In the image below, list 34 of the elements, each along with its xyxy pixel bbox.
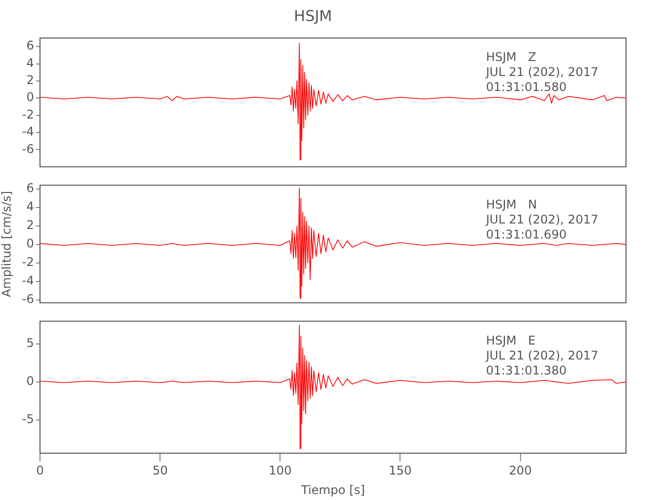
annotation: JUL 21 (202), 2017 <box>485 65 598 80</box>
y-tick-label: -5 <box>22 412 34 426</box>
annotation: 01:31:01.580 <box>486 80 567 94</box>
x-tick-label: 100 <box>268 464 292 478</box>
y-axis-title: Amplitud [cm/s/s] <box>0 190 14 298</box>
y-tick-label: 6 <box>26 181 34 196</box>
y-tick-label: 4 <box>26 200 34 214</box>
y-tick-label: 0 <box>26 236 34 251</box>
y-tick-label: -2 <box>22 107 34 122</box>
x-tick-label: 50 <box>152 464 168 478</box>
annotation: 01:31:01.690 <box>486 227 567 242</box>
y-tick-label: 4 <box>26 56 34 70</box>
annotation: JUL 21 (202), 2017 <box>485 212 598 226</box>
y-tick-label: -6 <box>22 292 34 306</box>
annotation: JUL 21 (202), 2017 <box>485 348 598 362</box>
y-tick-label: 0 <box>26 90 34 104</box>
y-tick-label: -6 <box>22 142 34 156</box>
y-tick-label: -4 <box>22 124 34 139</box>
annotation: 01:31:01.380 <box>486 363 567 378</box>
x-tick-label: 150 <box>388 464 412 478</box>
y-tick-label: 0 <box>26 374 34 388</box>
annotation: HSJM Z <box>486 50 536 64</box>
y-tick-label: 5 <box>26 336 34 350</box>
y-tick-label: 6 <box>26 38 34 53</box>
y-tick-label: -2 <box>22 255 34 270</box>
y-tick-label: 2 <box>26 218 34 232</box>
annotation: HSJM N <box>486 197 537 212</box>
y-tick-label: 2 <box>26 73 34 88</box>
y-tick-label: -4 <box>22 274 34 288</box>
x-tick-label: 200 <box>508 464 532 478</box>
annotation: HSJM E <box>486 333 536 348</box>
x-axis-title: Tiempo [s] <box>300 482 365 497</box>
chart-title: HSJM <box>294 6 332 25</box>
x-tick-label: 0 <box>36 464 44 478</box>
